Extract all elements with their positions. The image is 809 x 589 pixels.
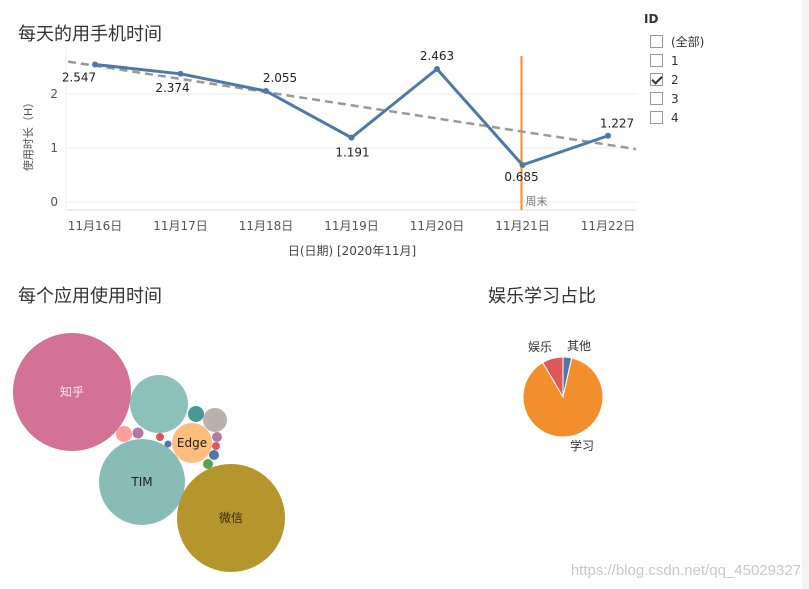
- filter-option-label: 1: [671, 53, 679, 68]
- checkbox-icon[interactable]: [650, 54, 663, 67]
- trend-line: [67, 60, 637, 151]
- filter-option-1[interactable]: 1: [644, 51, 804, 70]
- checkbox-icon[interactable]: [650, 111, 663, 124]
- app-usage-bubble-chart[interactable]: 知乎 TIM 微信 Edge: [0, 305, 300, 585]
- data-point[interactable]: [519, 162, 526, 169]
- data-point[interactable]: [177, 70, 184, 77]
- right-border: [802, 0, 809, 589]
- filter-option-4[interactable]: 4: [644, 108, 804, 127]
- data-label: 1.227: [600, 117, 634, 131]
- data-label: 2.374: [155, 81, 189, 95]
- bubble-app[interactable]: [130, 375, 188, 433]
- filter-option-label: 4: [671, 110, 679, 125]
- x-tick-label: 11月20日: [410, 219, 465, 233]
- checkbox-icon[interactable]: [650, 35, 663, 48]
- pie-label: 其他: [567, 339, 591, 353]
- reference-line-label: 周末: [526, 194, 548, 208]
- data-point[interactable]: [92, 61, 98, 68]
- filter-option-2[interactable]: 2: [644, 70, 804, 89]
- x-tick-label: 11月18日: [239, 219, 294, 233]
- y-tick-label: 2: [50, 87, 58, 101]
- filter-option-label: (全部): [671, 35, 705, 49]
- filter-option-label: 3: [671, 91, 679, 106]
- y-axis-label: 使用时长（H）: [22, 97, 35, 171]
- data-label: 1.191: [335, 146, 369, 160]
- bubble-app[interactable]: [203, 408, 227, 432]
- data-point[interactable]: [263, 88, 269, 95]
- data-label: 2.463: [420, 49, 454, 63]
- bubble-edge[interactable]: [172, 423, 212, 463]
- pie-label: 娱乐: [528, 340, 552, 354]
- line-chart-title: 每天的用手机时间: [18, 24, 162, 45]
- x-tick-label: 11月22日: [581, 219, 636, 233]
- bubble-app[interactable]: [132, 427, 144, 439]
- bubble-app[interactable]: [116, 426, 132, 442]
- filter-option-label: 2: [671, 72, 679, 87]
- filter-list: (全部) 1 2 3 4: [644, 32, 804, 127]
- filter-option-3[interactable]: 3: [644, 89, 804, 108]
- checkbox-icon[interactable]: [650, 92, 663, 105]
- x-tick-label: 11月16日: [68, 219, 123, 233]
- bubble-zhihu[interactable]: [13, 333, 131, 451]
- bubble-tim[interactable]: [99, 439, 185, 525]
- checkbox-checked-icon[interactable]: [650, 73, 663, 86]
- x-tick-label: 11月21日: [495, 219, 550, 233]
- filter-option-0[interactable]: (全部): [644, 32, 804, 51]
- pie-chart-title: 娱乐学习占比: [488, 286, 596, 307]
- y-tick-label: 0: [50, 195, 58, 209]
- pie-slice[interactable]: [522, 357, 604, 438]
- bubble-app[interactable]: [164, 440, 172, 448]
- bubble-chart-title: 每个应用使用时间: [18, 286, 162, 307]
- x-tick-label: 11月19日: [324, 219, 379, 233]
- data-point[interactable]: [434, 65, 440, 72]
- bubble-app[interactable]: [203, 459, 213, 469]
- pie-label: 学习: [570, 438, 594, 453]
- bubble-zhihu-label: 知乎: [60, 385, 84, 399]
- data-label: 2.547: [62, 70, 96, 84]
- filter-title: ID: [644, 12, 659, 26]
- daily-usage-line-chart[interactable]: 0 1 2 使用时长（H） 11月16日 11月17日 11月18日 11月19日 11月20日…: [0, 0, 640, 270]
- bubble-app[interactable]: [156, 433, 164, 441]
- watermark: https://blog.csdn.net/qq_45029327: [570, 562, 801, 579]
- bubble-wechat[interactable]: [177, 464, 285, 572]
- id-filter: ID (全部) 1 2 3 4: [644, 12, 804, 127]
- x-axis-label: 日(日期) [2020年11月]: [288, 244, 416, 258]
- bubble-app[interactable]: [209, 450, 219, 460]
- bubble-edge-label: Edge: [177, 436, 207, 450]
- data-point[interactable]: [348, 134, 355, 141]
- data-label: 2.055: [263, 71, 297, 85]
- bubble-app[interactable]: [188, 406, 204, 422]
- y-tick-label: 1: [50, 141, 58, 155]
- bubble-app[interactable]: [212, 442, 220, 450]
- x-tick-label: 11月17日: [153, 219, 208, 233]
- bubble-tim-label: TIM: [130, 475, 152, 489]
- data-point[interactable]: [605, 132, 611, 139]
- bubble-wechat-label: 微信: [219, 511, 243, 525]
- data-label: 0.685: [504, 170, 538, 184]
- bubble-app[interactable]: [212, 432, 222, 442]
